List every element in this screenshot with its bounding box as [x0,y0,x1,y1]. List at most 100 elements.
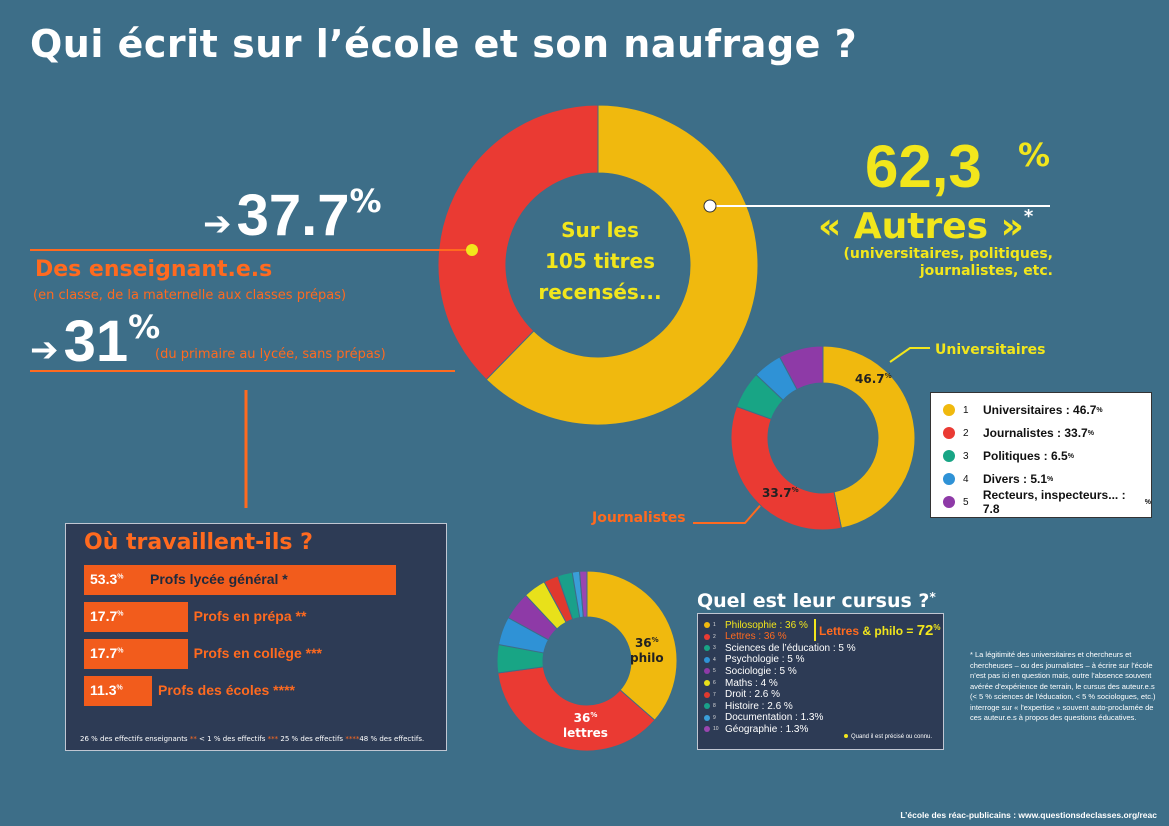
cursus-legend-item: 8 Histoire : 2.6 % [704,700,793,712]
bar-value: 53.3 [90,571,118,587]
footnote-star: ** [189,735,197,743]
cursus-label: Lettres : 36 % [725,631,787,643]
others-label: « Autres »* [818,206,1033,247]
center-line-1: Sur les [561,218,639,242]
highlight-philo: & philo = [862,624,914,638]
work-bar-label: Profs des écoles **** [158,682,295,698]
cursus-num: 5 [713,668,716,675]
bar-label-text: Profs des écoles [158,682,270,698]
others-label-text: « Autres » [818,206,1024,247]
cursus-label: Géographie : 1.3% [725,723,809,735]
bar-value: 11.3 [90,682,117,698]
bar-label-stars: * [282,571,288,587]
cursus-legend-item: 3 Sciences de l’éducation : 5 % [704,642,856,654]
highlight-lettres: Lettres [819,624,860,638]
teachers-pct2-block: ➔ 31% [30,308,160,375]
cursus-dot-icon [704,691,710,698]
work-bar-label: Profs lycée général * [150,571,288,587]
universitaires-label: Universitaires [935,342,1046,358]
work-box: Où travaillent-ils ? 53.3% Profs lycée gé… [65,523,447,751]
legend-label: Universitaires : 46.7 [983,403,1097,417]
teachers-label: Des enseignant.e.s [35,257,273,282]
highlight-value: 72 [916,622,934,639]
note-dot-icon [844,734,848,738]
bar-label-stars: **** [273,682,295,698]
bar-unit: % [117,573,124,581]
others-marker [703,199,717,213]
legend-unit: % [1067,452,1074,460]
others-pct: 62,3 [865,133,982,200]
others-slice-label-2: 33.7% [762,486,799,500]
cursus-label: Droit : 2.6 % [725,689,781,701]
page-title: Qui écrit sur l’école et son naufrage ? [30,22,858,66]
main-donut-center: Sur les 105 titres recensés... [520,215,680,308]
bar-label-text: Profs lycée général [150,571,279,587]
cursus-donut-chart [496,570,678,752]
legend-item: 1 Universitaires : 46.7% [943,401,1103,419]
arrow-icon: ➔ [30,330,59,370]
cursus-legend-item: 5 Sociologie : 5 % [704,665,797,677]
legend-unit: % [1047,475,1054,483]
legend-unit: % [1096,406,1103,414]
work-bar [84,639,188,669]
cursus-dot-icon [704,668,710,675]
work-bar-value: 17.7% [90,645,123,661]
teachers-pct2: 31 [63,309,129,374]
bar-label-text: Profs en prépa [193,608,292,624]
others-star: * [1023,206,1034,227]
work-footnote: 26 % des effectifs enseignants ** < 1 % … [80,735,424,743]
cursus-highlight: Lettres & philo = 72% [819,622,941,639]
cursus-legend-item: 10 Géographie : 1.3% [704,723,808,735]
cursus-num: 3 [713,645,716,652]
work-bar [84,565,396,595]
cursus-legend-item: 4 Psychologie : 5 % [704,654,805,666]
cursus-dot-icon [704,726,710,733]
teachers-sub: (en classe, de la maternelle aux classes… [33,288,347,303]
slice-label-value: 36 [634,636,652,650]
cursus-label: Histoire : 2.6 % [725,700,793,712]
cursus-dot-icon [704,703,710,710]
others-legend: 1 Universitaires : 46.7% 2 Journalistes : 3… [930,392,1152,518]
work-bar [84,676,152,706]
legend-num: 2 [963,427,969,439]
journalistes-pointer [693,499,766,524]
cursus-label: Sciences de l’éducation : 5 % [725,642,856,654]
center-line-2: 105 titres [544,249,656,273]
legend-dot-icon [943,496,955,508]
legend-unit: % [1087,429,1094,437]
cursus-label: Documentation : 1.3% [725,712,824,724]
slice-label-name: lettres [563,726,608,740]
footnote-part: 48 % des effectifs. [359,735,425,743]
slice-label-unit: % [884,372,892,380]
teachers-marker [466,244,478,256]
teachers-pct: 37.7 [236,183,350,248]
legend-dot-icon [943,404,955,416]
others-slice-label-1: 46.7% [855,372,892,386]
legend-item: 3 Politiques : 6.5% [943,447,1074,465]
work-bar-label: Profs en prépa ** [194,608,307,624]
bar-unit: % [117,647,124,655]
arrow-icon: ➔ [203,204,232,244]
legend-unit: % [1144,498,1151,506]
legend-num: 1 [963,404,969,416]
bar-unit: % [117,610,124,618]
cursus-title: Quel est leur cursus ?* [697,590,936,612]
slice-label-unit: % [791,486,799,494]
legend-num: 4 [963,473,969,485]
journalistes-label: Journalistes [592,510,686,526]
cursus-slice-label-lettres: 36% lettres [563,708,608,741]
cursus-num: 6 [713,680,716,686]
teachers-pct2-unit: % [128,308,161,346]
others-pct-unit: % [1018,136,1051,174]
highlight-divider [814,619,816,641]
work-title: Où travaillent-ils ? [84,530,313,555]
cursus-num: 7 [713,691,716,698]
work-bar-value: 53.3% [90,571,123,587]
cursus-legend-item: 6 Maths : 4 % [704,677,778,689]
legend-dot-icon [943,473,955,485]
bar-unit: % [116,684,123,692]
legend-dot-icon [943,427,955,439]
cursus-legend-item: 2 Lettres : 36 % [704,631,787,643]
others-sub: (universitaires, politiques, journaliste… [843,246,1053,280]
cursus-num: 10 [713,726,719,733]
